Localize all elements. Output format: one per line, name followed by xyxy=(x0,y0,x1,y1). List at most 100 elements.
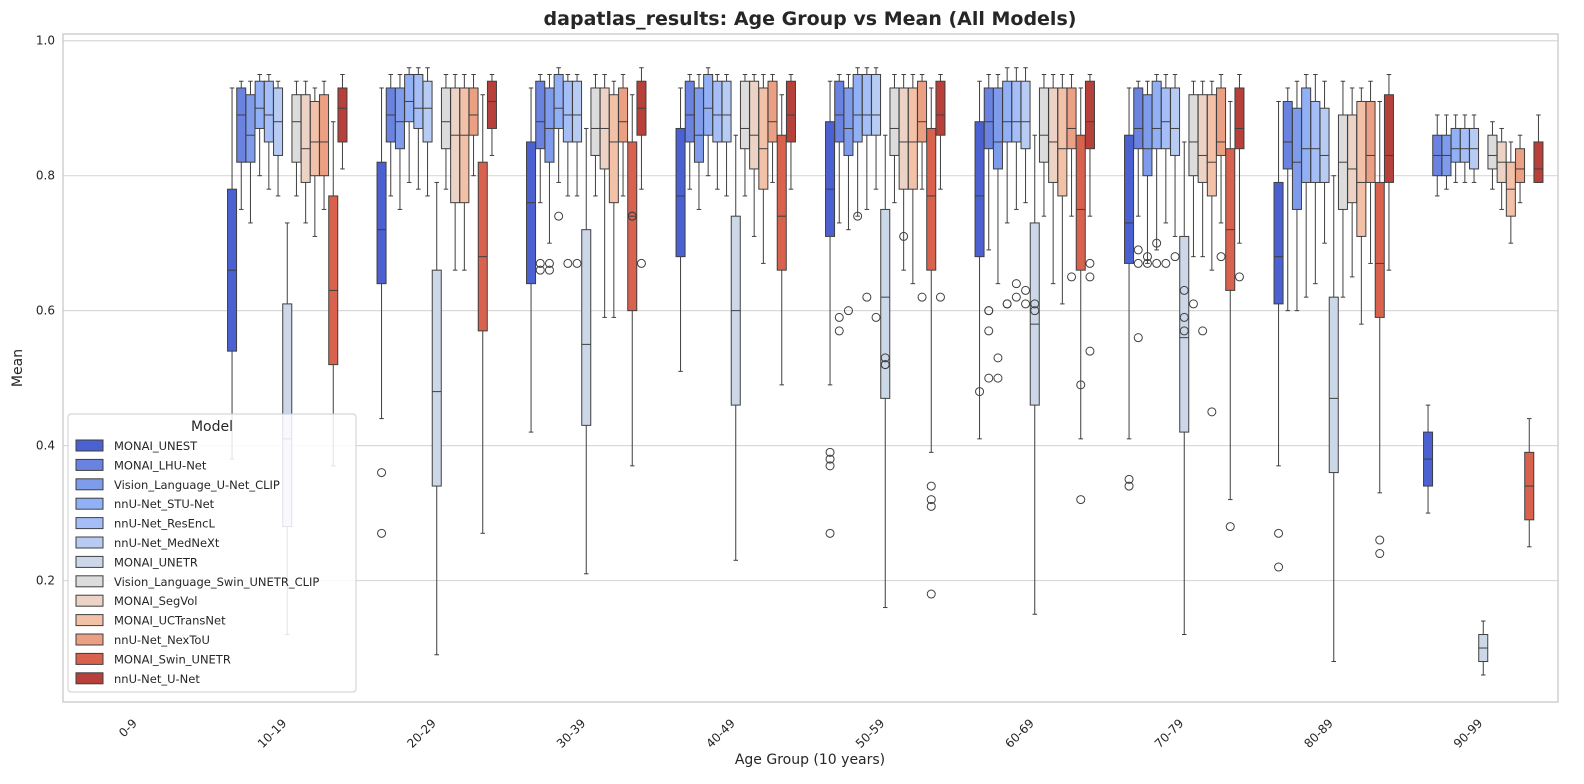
box xyxy=(477,94,488,534)
box xyxy=(721,73,732,197)
outlier-point xyxy=(1207,407,1217,417)
iqr-box xyxy=(544,87,555,163)
legend-item: MONAI_Swin_UNETR xyxy=(75,652,231,666)
outlier-point xyxy=(1142,252,1152,262)
legend-item: nnU-Net_ResEncL xyxy=(75,517,215,531)
iqr-box xyxy=(263,80,274,143)
outlier-point xyxy=(1234,272,1244,282)
outlier-point xyxy=(1085,272,1095,282)
outlier-point xyxy=(1011,279,1021,289)
outlier-point xyxy=(984,306,994,316)
box xyxy=(1487,121,1498,190)
series-group-Vision_Language_U-Net_CLIP xyxy=(245,73,1452,383)
outlier-point xyxy=(834,326,844,336)
box xyxy=(1533,114,1544,183)
iqr-box xyxy=(236,87,247,163)
legend-label: MONAI_UNEST xyxy=(114,439,198,453)
box xyxy=(825,80,836,538)
iqr-box xyxy=(1273,181,1284,305)
outlier-point xyxy=(535,258,545,268)
outlier-point xyxy=(377,528,387,538)
iqr-box xyxy=(562,80,573,143)
outlier-point xyxy=(1133,258,1143,268)
box xyxy=(1319,80,1330,244)
iqr-box xyxy=(712,80,723,143)
iqr-box xyxy=(758,87,769,190)
outlier-point xyxy=(926,495,936,505)
outlier-point xyxy=(993,353,1003,363)
box xyxy=(1432,114,1443,197)
box xyxy=(730,134,741,561)
iqr-box xyxy=(1383,94,1394,183)
box xyxy=(618,73,629,197)
outlier-point xyxy=(834,312,844,322)
box xyxy=(1365,80,1376,264)
outlier-point xyxy=(926,501,936,511)
iqr-box xyxy=(675,127,686,258)
outlier-point xyxy=(1067,272,1077,282)
iqr-box xyxy=(907,87,918,190)
box xyxy=(337,73,348,170)
box xyxy=(553,67,564,221)
box xyxy=(636,67,647,268)
iqr-box xyxy=(553,73,564,129)
iqr-box xyxy=(1347,114,1358,204)
plot-area-frame xyxy=(62,33,1559,703)
outlier-point xyxy=(554,211,564,221)
outlier-point xyxy=(535,265,545,275)
iqr-box xyxy=(337,87,348,143)
iqr-box xyxy=(590,87,601,156)
box xyxy=(861,67,872,302)
box xyxy=(983,73,994,383)
outlier-point xyxy=(1076,380,1086,390)
iqr-box xyxy=(1002,80,1013,143)
outlier-point xyxy=(984,373,994,383)
outlier-point xyxy=(853,211,863,221)
box xyxy=(1469,114,1480,183)
legend-label: Vision_Language_Swin_UNETR_CLIP xyxy=(114,575,319,589)
iqr-box xyxy=(1450,127,1461,163)
legend-swatch xyxy=(75,458,104,471)
iqr-box xyxy=(1206,94,1217,197)
x-axis-label: Age Group (10 years) xyxy=(735,752,885,768)
iqr-box xyxy=(861,73,872,136)
legend-swatch xyxy=(75,536,104,549)
box xyxy=(1075,87,1086,505)
box xyxy=(785,73,796,190)
box xyxy=(526,87,537,433)
box xyxy=(1225,100,1236,532)
series-group-MONAI_UNEST xyxy=(227,80,1434,572)
iqr-box xyxy=(1374,181,1385,318)
box xyxy=(535,73,546,275)
box xyxy=(1020,67,1031,309)
iqr-box xyxy=(935,80,946,136)
iqr-box xyxy=(1160,87,1171,150)
iqr-box xyxy=(992,87,1003,170)
legend-label: nnU-Net_MedNeXt xyxy=(114,536,220,550)
iqr-box xyxy=(852,73,863,143)
outlier-point xyxy=(926,589,936,599)
box xyxy=(1234,73,1245,282)
outlier-point xyxy=(917,292,927,302)
box xyxy=(1383,73,1394,271)
outlier-point xyxy=(926,481,936,491)
legend-swatch xyxy=(75,633,104,646)
iqr-box xyxy=(1011,80,1022,143)
iqr-box xyxy=(1197,94,1208,183)
box xyxy=(974,80,985,440)
box xyxy=(319,80,330,210)
outlier-point xyxy=(871,312,881,322)
iqr-box xyxy=(486,80,497,129)
outlier-point xyxy=(1142,258,1152,268)
outlier-point xyxy=(1216,252,1226,262)
legend-item: Vision_Language_U-Net_CLIP xyxy=(75,478,280,492)
box xyxy=(767,73,778,183)
outlier-point xyxy=(1124,481,1134,491)
outlier-point xyxy=(825,447,835,457)
iqr-box xyxy=(693,87,704,163)
outlier-point xyxy=(1152,258,1162,268)
iqr-box xyxy=(1365,100,1376,183)
outlier-point xyxy=(880,360,890,370)
iqr-box xyxy=(413,73,424,129)
outlier-point xyxy=(544,265,554,275)
